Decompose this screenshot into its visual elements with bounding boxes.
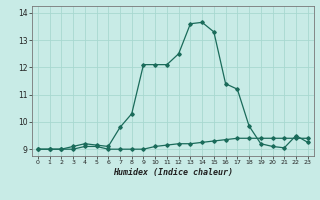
X-axis label: Humidex (Indice chaleur): Humidex (Indice chaleur) <box>113 168 233 177</box>
